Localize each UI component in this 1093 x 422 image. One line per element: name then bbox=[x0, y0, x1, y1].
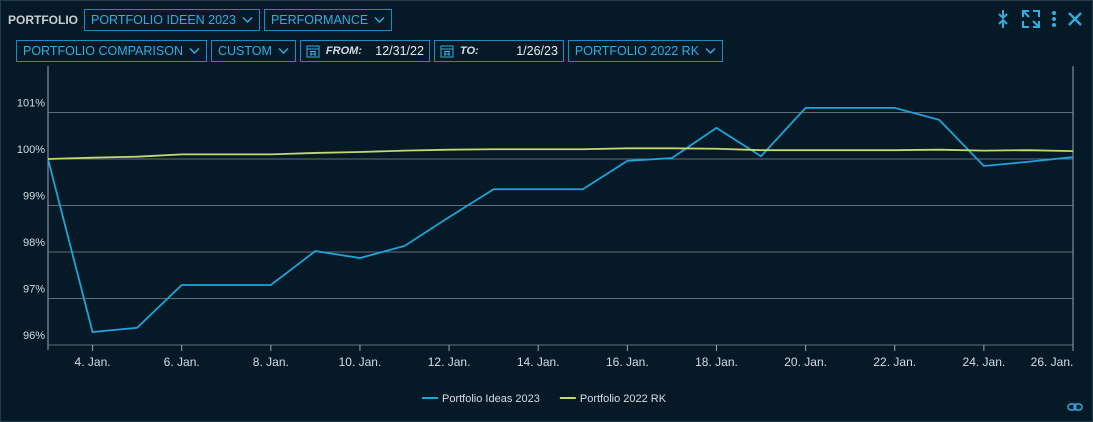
dropdown-text: PORTFOLIO COMPARISON bbox=[23, 44, 183, 58]
dropdown-text: PORTFOLIO IDEEN 2023 bbox=[91, 13, 236, 27]
collapse-icon[interactable] bbox=[995, 9, 1011, 29]
y-tick-label: 98% bbox=[23, 237, 45, 249]
x-tick-label: 18. Jan. bbox=[695, 355, 738, 369]
chevron bbox=[278, 47, 289, 55]
close-icon[interactable] bbox=[1067, 9, 1083, 29]
link-icon[interactable] bbox=[1067, 402, 1083, 412]
x-tick-label: 4. Jan. bbox=[75, 355, 111, 369]
toolbar-row-2: PORTFOLIO COMPARISON CUSTOM FROM: 12/31/… bbox=[16, 40, 724, 62]
y-tick-label: 100% bbox=[17, 144, 45, 156]
from-label: FROM: bbox=[325, 45, 362, 57]
y-tick-label: 97% bbox=[23, 283, 45, 295]
benchmark-dropdown[interactable]: PORTFOLIO 2022 RK bbox=[567, 40, 724, 62]
series-line bbox=[47, 106, 1074, 333]
legend-label: Portfolio 2022 RK bbox=[580, 393, 667, 405]
chevron bbox=[189, 47, 200, 55]
series-line bbox=[47, 147, 1074, 160]
dropdown-text: PORTFOLIO 2022 RK bbox=[574, 44, 700, 58]
to-label: TO: bbox=[459, 45, 479, 57]
x-tick-label: 26. Jan. bbox=[1031, 355, 1074, 369]
menu-icon[interactable] bbox=[1051, 9, 1057, 29]
dropdown-text: CUSTOM bbox=[217, 44, 272, 58]
to-date[interactable]: TO: 1/26/23 bbox=[433, 40, 564, 62]
calendar-icon bbox=[306, 45, 320, 58]
view-dropdown[interactable]: PERFORMANCE bbox=[263, 9, 393, 31]
legend-label: Portfolio Ideas 2023 bbox=[442, 393, 540, 405]
window-icons bbox=[995, 9, 1083, 29]
from-value: 12/31/22 bbox=[375, 44, 424, 58]
chevron bbox=[242, 16, 253, 24]
x-tick-label: 8. Jan. bbox=[253, 355, 289, 369]
chevron bbox=[705, 47, 716, 55]
calendar-icon bbox=[440, 45, 454, 58]
x-tick-label: 14. Jan. bbox=[517, 355, 560, 369]
expand-icon[interactable] bbox=[1021, 9, 1041, 29]
x-tick-label: 22. Jan. bbox=[873, 355, 916, 369]
x-tick-label: 20. Jan. bbox=[784, 355, 827, 369]
x-tick-label: 10. Jan. bbox=[339, 355, 382, 369]
mode-dropdown[interactable]: PORTFOLIO COMPARISON bbox=[16, 40, 207, 62]
toolbar-row-1: PORTFOLIO PORTFOLIO IDEEN 2023 PERFORMAN… bbox=[0, 9, 393, 31]
dropdown-text: PERFORMANCE bbox=[270, 13, 369, 27]
y-tick-label: 96% bbox=[23, 330, 45, 342]
toolbar-label: PORTFOLIO bbox=[8, 13, 78, 27]
x-tick-label: 6. Jan. bbox=[164, 355, 200, 369]
y-tick-label: 99% bbox=[23, 190, 45, 202]
from-date[interactable]: FROM: 12/31/22 bbox=[299, 40, 430, 62]
portfolio-dropdown[interactable]: PORTFOLIO IDEEN 2023 bbox=[84, 9, 260, 31]
x-tick-label: 16. Jan. bbox=[606, 355, 649, 369]
chevron bbox=[374, 16, 385, 24]
to-value: 1/26/23 bbox=[516, 44, 558, 58]
y-tick-label: 101% bbox=[17, 97, 45, 109]
x-tick-label: 12. Jan. bbox=[428, 355, 471, 369]
range-dropdown[interactable]: CUSTOM bbox=[210, 40, 296, 62]
x-tick-label: 24. Jan. bbox=[963, 355, 1006, 369]
